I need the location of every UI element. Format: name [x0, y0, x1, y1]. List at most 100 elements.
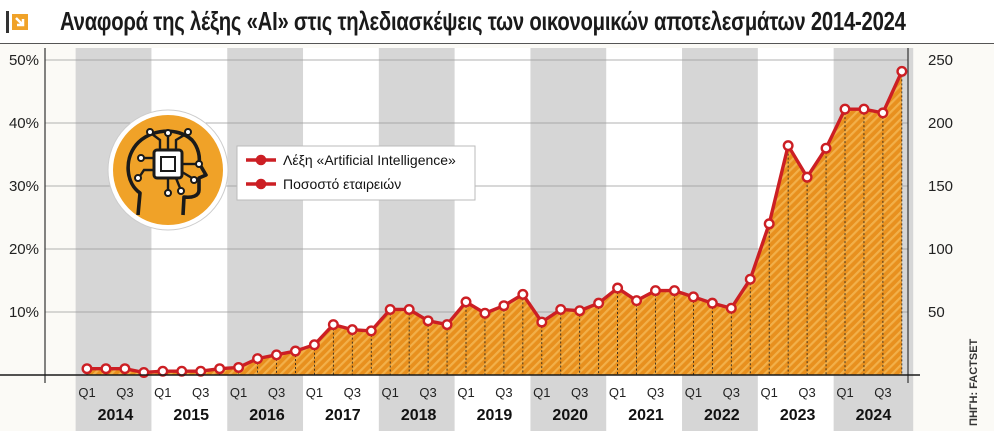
data-point: [498, 300, 510, 312]
x-quarter-label: Q3: [268, 385, 285, 400]
icon-circuit-node: [195, 160, 203, 168]
legend-label: Ποσοστό εταιρειών: [283, 176, 401, 192]
x-quarter-label: Q3: [495, 385, 512, 400]
data-point: [536, 316, 548, 328]
x-year-label: 2023: [780, 407, 816, 424]
data-point: [725, 302, 737, 314]
y-left-tick-label: 50%: [9, 52, 39, 69]
icon-circuit-wire: [181, 170, 193, 180]
x-year-label: 2019: [477, 407, 513, 424]
title-divider: [0, 43, 994, 44]
y-axis-right: 50 100 150 200 250: [928, 52, 953, 321]
data-point: [820, 142, 832, 154]
x-quarter-label: Q3: [344, 385, 361, 400]
y-left-tick-label: 30%: [9, 178, 39, 195]
data-point: [384, 303, 396, 315]
legend-box: [236, 145, 476, 201]
legend-marker: [255, 154, 267, 166]
drop-lines: [86, 71, 903, 375]
icon-chip: [152, 148, 184, 180]
icon-circuit-node: [134, 174, 142, 182]
data-point: [214, 363, 226, 375]
y-left-tick-label: 40%: [9, 115, 39, 132]
x-quarter-label: Q1: [154, 385, 171, 400]
data-point: [612, 282, 624, 294]
data-point: [233, 361, 245, 373]
data-point: [81, 363, 93, 375]
data-points: [81, 65, 908, 378]
y-axis-left: 10% 20% 30% 40% 50%: [9, 52, 39, 321]
legend-label: Λέξη «Artificial Intelligence»: [283, 152, 456, 168]
data-point: [631, 295, 643, 307]
y-right-tick-label: 100: [928, 241, 953, 258]
y-right-tick-label: 250: [928, 52, 953, 69]
x-year-label: 2020: [552, 407, 588, 424]
data-point: [650, 285, 662, 297]
icon-circuit-wire: [174, 177, 182, 189]
x-quarter-label: Q3: [647, 385, 664, 400]
x-quarter-label: Q3: [419, 385, 436, 400]
data-point: [687, 291, 699, 303]
data-point: [252, 353, 264, 365]
data-point: [460, 296, 472, 308]
data-point: [271, 349, 283, 361]
icon-circuit-wire: [151, 133, 162, 150]
data-point: [479, 307, 491, 319]
data-point: [119, 363, 131, 375]
data-point: [744, 273, 756, 285]
x-year-label: 2022: [704, 407, 740, 424]
data-point: [763, 218, 775, 230]
x-quarter-label: Q3: [874, 385, 891, 400]
x-quarter-label: Q1: [457, 385, 474, 400]
x-quarter-label: Q1: [382, 385, 399, 400]
x-quarter-label: Q1: [685, 385, 702, 400]
x-quarter-label: Q3: [571, 385, 588, 400]
icon-circuit-wire: [139, 168, 154, 177]
data-point: [706, 297, 718, 309]
data-point: [308, 339, 320, 351]
x-quarter-label: Q3: [192, 385, 209, 400]
x-quarter-label: Q1: [761, 385, 778, 400]
data-point: [441, 319, 453, 331]
data-point: [858, 103, 870, 115]
x-quarter-label: Q1: [230, 385, 247, 400]
data-point: [801, 171, 813, 183]
legend-marker: [255, 178, 267, 190]
data-point: [574, 305, 586, 317]
x-quarter-label: Q1: [609, 385, 626, 400]
icon-circuit-node: [137, 154, 145, 162]
data-point: [782, 140, 794, 152]
x-year-label: 2016: [249, 407, 285, 424]
x-quarter-label: Q1: [78, 385, 95, 400]
x-quarter-label: Q1: [533, 385, 550, 400]
icon-circuit-node: [184, 128, 192, 136]
data-point: [403, 303, 415, 315]
data-point: [668, 285, 680, 297]
source-note: ΠΗΓΗ: FACTSET: [968, 338, 980, 426]
arrow-down-right-icon: [6, 11, 28, 33]
data-point: [289, 345, 301, 357]
data-point: [896, 65, 908, 77]
data-point: [365, 325, 377, 337]
x-year-label: 2018: [401, 407, 437, 424]
y-right-tick-label: 150: [928, 178, 953, 195]
y-left-tick-label: 10%: [9, 304, 39, 321]
x-quarter-label: Q3: [723, 385, 740, 400]
data-point: [877, 107, 889, 119]
ai-head-chip-icon: [107, 109, 229, 231]
y-right-tick-label: 200: [928, 115, 953, 132]
icon-head-outline: [126, 129, 208, 216]
icon-circuit-node: [190, 176, 198, 184]
legend: Λέξη «Artificial Intelligence» Ποσοστό ετ…: [236, 145, 476, 201]
y-left-tick-label: 20%: [9, 241, 39, 258]
data-point: [517, 288, 529, 300]
data-point: [555, 303, 567, 315]
data-point: [839, 103, 851, 115]
data-point: [100, 363, 112, 375]
data-point: [346, 324, 358, 336]
x-year-label: 2015: [173, 407, 209, 424]
x-quarter-label: Q3: [116, 385, 133, 400]
icon-circuit-node: [164, 129, 172, 137]
x-year-label: 2024: [856, 407, 892, 424]
